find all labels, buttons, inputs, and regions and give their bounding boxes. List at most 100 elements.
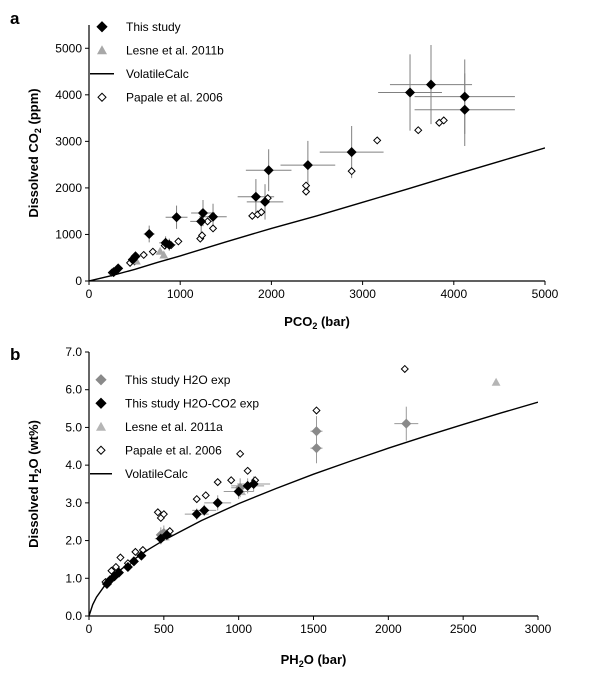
x-tick-label: 5000 xyxy=(532,287,559,301)
legend-label: Lesne et al. 2011a xyxy=(125,420,223,434)
legend-marker xyxy=(96,445,106,455)
data-point xyxy=(196,216,207,227)
data-point xyxy=(347,167,356,176)
data-point xyxy=(301,187,311,196)
panel-letter: b xyxy=(10,345,20,364)
data-point xyxy=(159,510,168,519)
data-point xyxy=(197,231,207,240)
legend-label: Lesne et al. 2011b xyxy=(126,43,224,57)
data-point xyxy=(174,237,183,246)
data-point xyxy=(191,509,202,520)
legend-label: VolatileCalc xyxy=(126,67,189,81)
y-tick-label: 1000 xyxy=(55,227,82,241)
data-point xyxy=(263,165,274,176)
x-tick-label: 1000 xyxy=(225,622,252,636)
data-point xyxy=(373,136,382,145)
data-point xyxy=(425,79,437,90)
data-point xyxy=(122,561,133,572)
y-tick-label: 7.0 xyxy=(65,345,82,359)
legend-marker xyxy=(95,374,107,386)
data-point xyxy=(414,126,423,135)
x-tick-label: 4000 xyxy=(440,287,467,301)
data-point xyxy=(248,478,259,490)
data-point xyxy=(161,529,172,540)
data-point xyxy=(144,228,155,240)
data-point xyxy=(208,224,218,233)
x-axis-label: PCO2 (bar) xyxy=(284,314,350,331)
y-tick-label: 3.0 xyxy=(65,496,82,510)
y-axis-label: Dissolved CO2 (ppm) xyxy=(26,88,43,217)
panel-b: b 0 500 1000 1500 2000 2500 3000 0.0 1.0 2.0 3.0 4.0… xyxy=(10,345,552,669)
data-point xyxy=(208,211,219,222)
data-point xyxy=(404,87,416,98)
data-point xyxy=(236,449,245,458)
legend-marker xyxy=(97,92,107,102)
data-point xyxy=(212,497,223,508)
data-point xyxy=(130,251,141,262)
data-point xyxy=(116,553,125,562)
data-point xyxy=(250,191,261,202)
x-tick-label: 1000 xyxy=(167,287,194,301)
data-point xyxy=(155,246,165,255)
panel-a: a 0 1000 2000 3000 4000 5000 0 1000 2000 3000 4000 5… xyxy=(10,9,559,331)
data-point xyxy=(312,406,321,415)
legend-label: This study xyxy=(126,20,181,34)
data-point xyxy=(459,91,470,102)
data-point xyxy=(139,250,148,260)
y-tick-label: 2000 xyxy=(55,181,82,195)
data-point xyxy=(346,147,357,158)
y-tick-label: 5.0 xyxy=(65,420,82,434)
x-tick-label: 1500 xyxy=(300,622,327,636)
data-point xyxy=(401,418,412,429)
x-tick-label: 3000 xyxy=(349,287,376,301)
x-axis-label: PH2O (bar) xyxy=(281,652,347,669)
y-tick-label: 2.0 xyxy=(65,534,82,548)
data-point xyxy=(439,116,448,125)
y-tick-label: 1.0 xyxy=(65,571,82,585)
y-tick-label: 0 xyxy=(75,274,82,288)
legend-marker xyxy=(96,421,106,431)
data-point xyxy=(107,566,116,575)
data-point xyxy=(400,364,409,374)
legend-label: This study H2O-CO2 exp xyxy=(125,396,259,410)
legend-marker xyxy=(95,397,107,409)
series-line-volatilecalc xyxy=(89,401,538,616)
data-point xyxy=(213,478,222,487)
data-point xyxy=(302,160,313,171)
data-point xyxy=(301,181,311,190)
data-point xyxy=(201,491,210,500)
data-point xyxy=(199,505,210,516)
series-line-volatilecalc xyxy=(89,147,545,281)
data-point xyxy=(233,486,244,497)
data-point xyxy=(197,208,209,219)
x-tick-label: 2500 xyxy=(450,622,477,636)
data-point xyxy=(311,443,322,454)
x-tick-label: 500 xyxy=(154,622,174,636)
data-point xyxy=(227,476,236,485)
data-point xyxy=(113,263,124,274)
data-point xyxy=(153,508,162,517)
legend-label: Papale et al. 2006 xyxy=(126,90,223,104)
x-tick-label: 2000 xyxy=(375,622,402,636)
legend-label: This study H2O exp xyxy=(125,373,231,387)
y-tick-label: 0.0 xyxy=(65,609,82,623)
data-point xyxy=(164,239,175,250)
data-point xyxy=(111,562,121,572)
y-tick-label: 3000 xyxy=(55,134,82,148)
legend-marker xyxy=(96,21,108,33)
data-point xyxy=(131,547,140,556)
data-point xyxy=(459,104,470,115)
data-point xyxy=(243,466,252,475)
y-tick-label: 4.0 xyxy=(65,458,82,472)
y-axis-label: Dissolved H2O (wt%) xyxy=(26,420,43,548)
data-point xyxy=(113,567,124,578)
x-tick-label: 2000 xyxy=(258,287,285,301)
x-tick-label: 0 xyxy=(86,287,93,301)
y-tick-label: 5000 xyxy=(55,41,82,55)
data-point xyxy=(203,217,212,226)
data-point xyxy=(128,556,139,567)
data-point xyxy=(136,550,147,561)
data-point xyxy=(491,377,501,386)
y-tick-label: 6.0 xyxy=(65,383,82,397)
